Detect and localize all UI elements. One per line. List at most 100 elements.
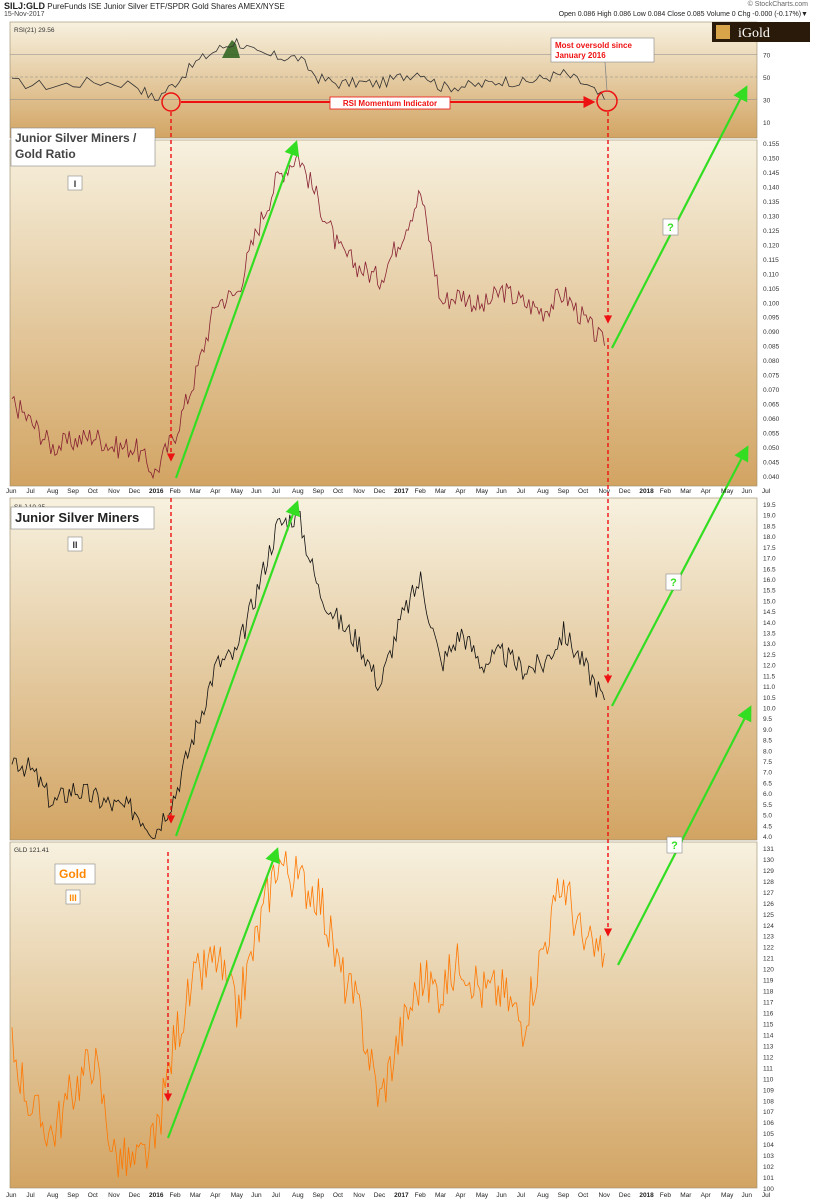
gld-x-tick-label: 2016	[149, 1192, 164, 1199]
silj-tick-label: 7.5	[763, 759, 772, 766]
gld-tick-label: 125	[763, 912, 774, 919]
gld-tick-label: 108	[763, 1098, 774, 1105]
gld-x-tick-label: Sep	[312, 1192, 324, 1199]
chart-date: 15-Nov-2017	[4, 11, 45, 18]
gld-x-tick-label: Apr	[455, 1192, 466, 1199]
ratio-x-tick-label: Nov	[353, 488, 365, 495]
gld-x-tick-label: Jun	[496, 1192, 507, 1199]
ratio-panel-label-box	[67, 175, 83, 191]
gld-x-tick-label: Jul	[272, 1192, 281, 1199]
silj-tick-label: 8.5	[763, 738, 772, 745]
rsi-momentum-label-box	[329, 96, 451, 110]
ratio-tick-label: 0.130	[763, 213, 780, 220]
green-arrow-gld-rally	[166, 847, 280, 1139]
rsi-tick-label: 70	[763, 53, 771, 60]
gld-tick-label: 114	[763, 1032, 774, 1039]
oversold-label-line1: Most oversold since	[555, 41, 632, 50]
silj-tick-label: 11.0	[763, 684, 776, 691]
gld-tick-label: 129	[763, 868, 774, 875]
gld-tick-label: 131	[763, 846, 774, 853]
ratio-tick-label: 0.140	[763, 184, 780, 191]
gld-x-tick-label: Aug	[537, 1192, 549, 1199]
ratio-title-box	[10, 127, 156, 167]
ratio-x-tick-label: Jun	[496, 488, 507, 495]
rsi-tick-label: 10	[763, 120, 771, 127]
gld-x-tick-label: Apr	[210, 1192, 221, 1199]
gld-x-tick-label: Jul	[26, 1192, 35, 1199]
ratio-x-tick-label: Jul	[272, 488, 281, 495]
rsi-circle-jan-2016	[161, 92, 181, 112]
silj-tick-label: 9.5	[763, 716, 772, 723]
gld-x-tick-label: Jun	[6, 1192, 17, 1199]
oversold-label-line2: January 2016	[555, 51, 606, 60]
rsi-tick-label: 50	[763, 75, 771, 82]
gld-x-tick-label: Aug	[292, 1192, 304, 1199]
silj-tick-label: 5.0	[763, 813, 772, 820]
gld-x-tick-label: Feb	[660, 1192, 672, 1199]
gld-legend: GLD 121.41	[14, 847, 49, 854]
gld-x-tick-label: Feb	[169, 1192, 181, 1199]
ratio-tick-label: 0.100	[763, 300, 780, 307]
gld-tick-label: 122	[763, 945, 774, 952]
gld-x-tick-label: Oct	[578, 1192, 588, 1199]
silj-title-box	[10, 506, 155, 530]
ratio-x-tick-label: Mar	[190, 488, 202, 495]
silj-tick-label: 6.5	[763, 780, 772, 787]
silj-tick-label: 17.0	[763, 556, 776, 563]
ratio-tick-label: 0.080	[763, 358, 780, 365]
gld-x-tick-label: Jun	[251, 1192, 262, 1199]
ratio-x-tick-label: Dec	[374, 488, 386, 495]
ratio-tick-label: 0.045	[763, 460, 780, 467]
ratio-x-tick-label: Oct	[88, 488, 98, 495]
ratio-x-tick-label: Jun	[251, 488, 262, 495]
ratio-x-tick-label: Sep	[312, 488, 324, 495]
ratio-tick-label: 0.125	[763, 228, 780, 235]
ratio-tick-label: 0.060	[763, 416, 780, 423]
gld-x-tick-label: Dec	[374, 1192, 386, 1199]
ratio-x-tick-label: May	[721, 488, 734, 495]
silj-tick-label: 14.0	[763, 620, 776, 627]
ratio-x-tick-label: Sep	[558, 488, 570, 495]
gld-tick-label: 104	[763, 1142, 774, 1149]
gld-title-box	[54, 863, 96, 885]
gld-tick-label: 118	[763, 989, 774, 996]
silj-panel-label-box	[67, 536, 83, 552]
silj-tick-label: 18.5	[763, 523, 776, 530]
gld-x-tick-label: 2018	[639, 1192, 654, 1199]
ratio-tick-label: 0.040	[763, 474, 780, 481]
gld-tick-label: 124	[763, 923, 774, 930]
gld-tick-label: 130	[763, 857, 774, 864]
gld-tick-label: 126	[763, 901, 774, 908]
silj-tick-label: 19.5	[763, 502, 776, 509]
gld-x-tick-label: Jul	[762, 1192, 771, 1199]
silj-tick-label: 19.0	[763, 513, 776, 520]
silj-tick-label: 13.5	[763, 631, 776, 638]
gld-x-tick-label: May	[721, 1192, 734, 1199]
ratio-tick-label: 0.090	[763, 329, 780, 336]
gld-tick-label: 102	[763, 1164, 774, 1171]
gld-tick-label: 119	[763, 978, 774, 985]
ratio-tick-label: 0.085	[763, 344, 780, 351]
gld-tick-label: 113	[763, 1043, 774, 1050]
ratio-tick-label: 0.155	[763, 141, 780, 148]
gld-x-tick-label: Aug	[47, 1192, 59, 1199]
ratio-x-tick-label: Feb	[169, 488, 181, 495]
gld-panel-label-box	[65, 889, 81, 905]
rsi-series-line	[11, 37, 605, 101]
gld-x-tick-label: Nov	[598, 1192, 610, 1199]
silj-tick-label: 12.5	[763, 652, 776, 659]
chart-header: SILJ:GLD PureFunds ISE Junior Silver ETF…	[0, 0, 814, 22]
ratio-x-tick-label: Feb	[415, 488, 427, 495]
silj-tick-label: 15.5	[763, 588, 776, 595]
gld-tick-label: 123	[763, 934, 774, 941]
ratio-x-tick-label: Oct	[333, 488, 343, 495]
ratio-panel-label: I	[74, 179, 77, 189]
green-arrow-ratio-rally	[174, 140, 300, 479]
gld-x-tick-label: Oct	[333, 1192, 343, 1199]
ratio-x-tick-label: May	[476, 488, 489, 495]
silj-tick-label: 15.0	[763, 598, 776, 605]
silj-tick-label: 7.0	[763, 770, 772, 777]
ratio-x-tick-label: Oct	[578, 488, 588, 495]
ratio-x-tick-label: Apr	[701, 488, 712, 495]
